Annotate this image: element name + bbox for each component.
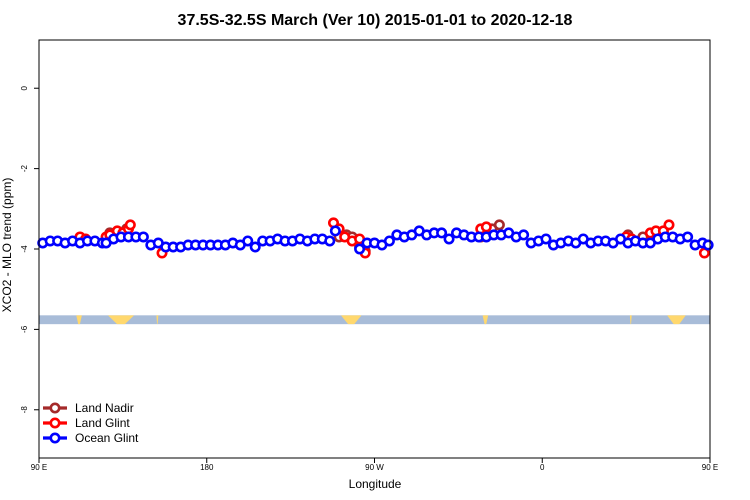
point-ocean-glint	[436, 227, 448, 239]
land-patch	[107, 315, 135, 325]
land-patch	[156, 315, 159, 325]
x-tick-label: 90 E	[702, 463, 718, 472]
point-ocean-glint	[242, 235, 254, 247]
point-land-glint	[124, 219, 136, 231]
x-axis-label: Longitude	[349, 477, 402, 491]
land-patch	[667, 315, 686, 325]
x-tick-label: 90 W	[365, 463, 384, 472]
point-ocean-glint	[354, 243, 366, 255]
x-tick-label: 180	[200, 463, 214, 472]
plot-frame	[38, 39, 711, 459]
land-patch	[482, 315, 489, 325]
y-tick-label: -8	[20, 406, 29, 414]
y-axis: 0 -2 -4 -6 -8	[20, 85, 39, 413]
y-axis-label: XCO2 - MLO trend (ppm)	[0, 178, 14, 313]
y-tick-label: 0	[20, 85, 29, 90]
y-tick-label: -2	[20, 165, 29, 173]
x-tick-label: 90 E	[31, 463, 47, 472]
legend-swatch-marker	[49, 417, 61, 429]
legend-swatch-marker	[49, 432, 61, 444]
point-ocean-glint	[137, 231, 149, 243]
land-patch	[629, 315, 632, 325]
x-tick-label: 0	[540, 463, 545, 472]
legend-swatch-marker	[49, 402, 61, 414]
point-ocean-glint	[443, 233, 455, 245]
point-ocean-glint	[383, 235, 395, 247]
point-ocean-glint	[702, 239, 714, 251]
point-ocean-glint	[682, 231, 694, 243]
point-ocean-glint	[324, 235, 336, 247]
land-patch	[76, 315, 82, 325]
y-tick-label: -4	[20, 245, 29, 253]
land-patch	[340, 315, 362, 325]
ocean-band	[39, 315, 710, 325]
point-land-glint	[663, 219, 675, 231]
point-ocean-glint	[518, 229, 530, 241]
y-tick-label: -6	[20, 325, 29, 333]
x-axis: 90 E 180 90 W 0 90 E	[31, 458, 718, 472]
land-strip	[39, 315, 710, 325]
data-points	[37, 217, 714, 259]
point-ocean-glint	[249, 241, 261, 253]
point-ocean-glint	[329, 225, 341, 237]
legend-label: Ocean Glint	[75, 431, 139, 445]
legend-label: Land Glint	[75, 416, 130, 430]
chart-title: 37.5S-32.5S March (Ver 10) 2015-01-01 to…	[178, 12, 573, 29]
point-land-glint	[480, 221, 492, 233]
legend-label: Land Nadir	[75, 401, 134, 415]
point-ocean-glint	[540, 233, 552, 245]
point-land-nadir	[493, 219, 505, 231]
